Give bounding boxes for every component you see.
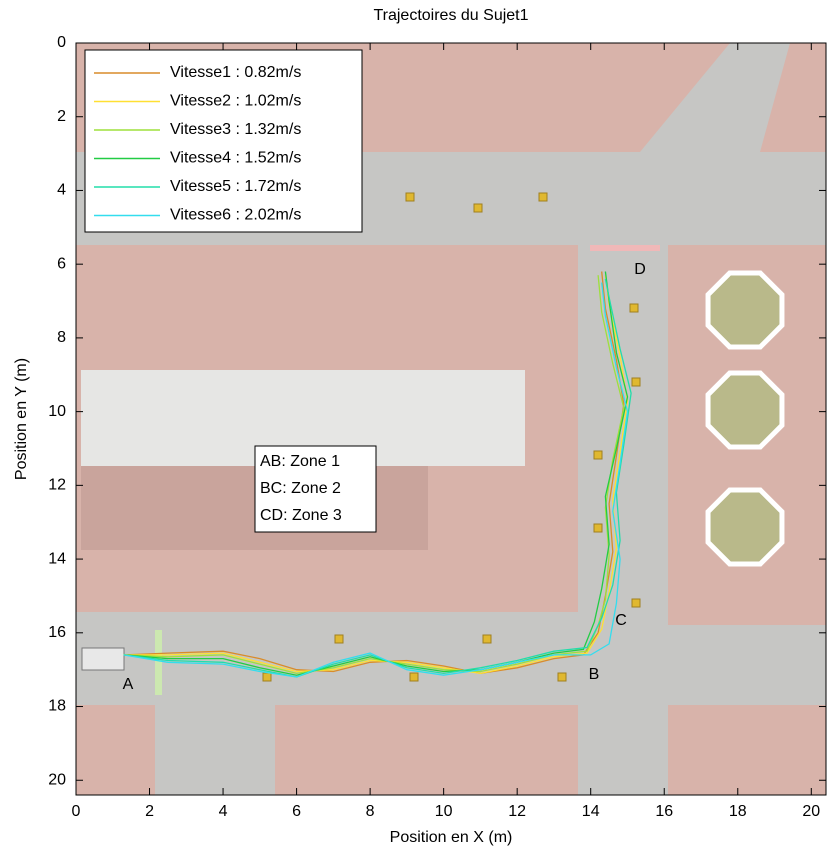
y-tick-label: 4 <box>57 182 66 199</box>
bollard <box>334 634 344 644</box>
zone-label: CD: Zone 3 <box>260 507 342 524</box>
point-label: C <box>615 612 627 629</box>
y-tick-label: 2 <box>57 108 66 125</box>
y-tick-label: 20 <box>48 771 66 788</box>
legend-label: Vitesse6 : 2.02m/s <box>170 207 301 224</box>
planter <box>705 370 785 450</box>
legend-label: Vitesse2 : 1.02m/s <box>170 93 301 110</box>
trajectory-line <box>123 282 629 678</box>
bollard <box>538 192 548 202</box>
x-axis-label: Position en X (m) <box>390 829 513 846</box>
zone-label: BC: Zone 2 <box>260 480 341 497</box>
trajectory-line <box>123 271 629 676</box>
x-tick-label: 12 <box>508 803 526 820</box>
bollard <box>473 203 483 213</box>
x-tick-label: 18 <box>729 803 747 820</box>
zone-label: AB: Zone 1 <box>260 453 340 470</box>
planter <box>705 487 785 567</box>
x-tick-label: 10 <box>435 803 453 820</box>
legend-label: Vitesse4 : 1.52m/s <box>170 150 301 167</box>
bollard <box>629 303 639 313</box>
bollard <box>557 672 567 682</box>
map-background <box>76 43 826 795</box>
legend-box <box>84 49 363 233</box>
bollard <box>405 192 415 202</box>
legend-label: Vitesse5 : 1.72m/s <box>170 178 301 195</box>
x-tick-label: 14 <box>582 803 600 820</box>
point-label: B <box>589 666 600 683</box>
trajectory-line <box>123 275 625 675</box>
y-tick-label: 6 <box>57 255 66 272</box>
bollard <box>409 672 419 682</box>
zone-box <box>254 445 377 533</box>
x-tick-label: 16 <box>655 803 673 820</box>
legend-label: Vitesse1 : 0.82m/s <box>170 64 301 81</box>
y-tick-label: 18 <box>48 698 66 715</box>
chart-title: Trajectoires du Sujet1 <box>373 7 528 24</box>
x-tick-label: 0 <box>72 803 81 820</box>
bollard <box>631 598 641 608</box>
trajectory-line <box>123 278 632 678</box>
y-tick-label: 10 <box>48 403 66 420</box>
trajectory-line <box>123 275 629 675</box>
y-tick-label: 0 <box>57 34 66 51</box>
planter <box>705 270 785 350</box>
bollard <box>631 377 641 387</box>
y-tick-label: 12 <box>48 477 66 494</box>
x-tick-label: 4 <box>219 803 228 820</box>
y-tick-label: 14 <box>48 550 66 567</box>
bollard <box>593 523 603 533</box>
x-tick-label: 8 <box>366 803 375 820</box>
legend-label: Vitesse3 : 1.32m/s <box>170 121 301 138</box>
x-tick-label: 6 <box>292 803 301 820</box>
plot-lines <box>123 271 632 678</box>
bollard <box>262 672 272 682</box>
point-label: A <box>123 676 134 693</box>
bollard <box>482 634 492 644</box>
y-axis-label: Position en Y (m) <box>13 358 30 480</box>
y-tick-label: 16 <box>48 624 66 641</box>
y-tick-label: 8 <box>57 329 66 346</box>
point-label: D <box>634 261 646 278</box>
bollard <box>593 450 603 460</box>
x-tick-label: 2 <box>145 803 154 820</box>
x-tick-label: 20 <box>802 803 820 820</box>
plot-frame <box>75 42 827 796</box>
